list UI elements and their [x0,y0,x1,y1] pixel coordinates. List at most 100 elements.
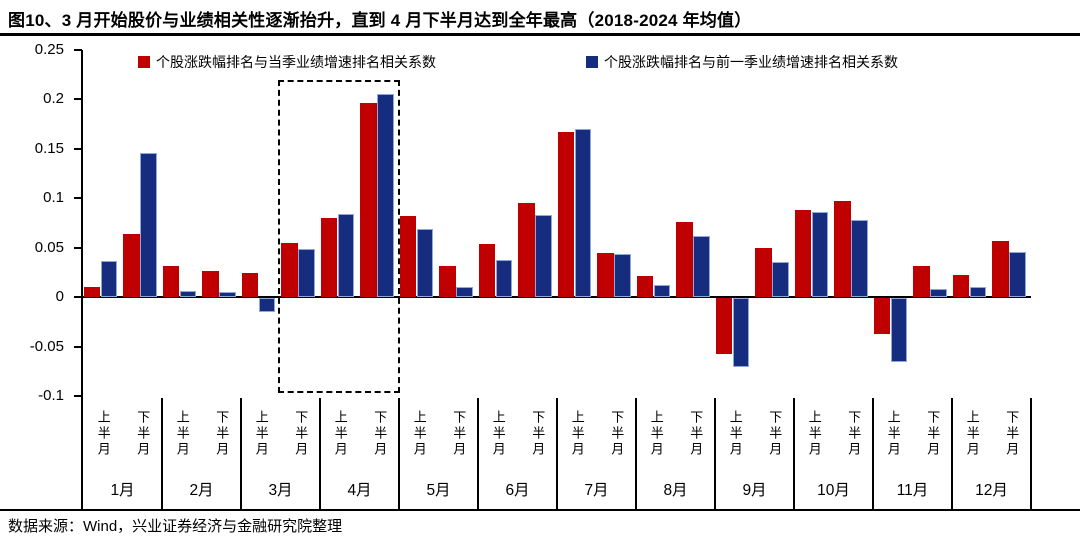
bar [597,252,614,298]
legend-label-prev-quarter: 个股涨跌幅排名与前一季业绩增速排名相关系数 [604,54,898,70]
y-axis-tick [74,197,82,200]
month-separator [240,398,242,510]
y-axis-tick-label: 0.2 [43,90,64,108]
bar [518,203,535,298]
bar [495,259,512,298]
bar [320,218,337,298]
bar [281,242,298,298]
month-separator [793,398,795,510]
bar [574,129,591,298]
legend-label-current-quarter: 个股涨跌幅排名与当季业绩增速排名相关系数 [156,54,436,70]
x-axis-month-label: 7月 [584,482,609,499]
bar [360,103,377,298]
x-axis-month-label: 11月 [896,482,929,499]
month-separator [398,398,400,510]
x-axis-month-label: 10月 [817,482,850,499]
x-axis-halfmonth-label: 下半月 [530,410,546,458]
bar [653,285,670,298]
x-axis-halfmonth-label: 上半月 [332,410,348,458]
bar [992,240,1009,298]
bar [834,201,851,298]
month-separator [1030,398,1032,510]
title-divider [0,33,1080,36]
y-axis-tick-label: 0.1 [43,189,64,207]
bar [715,298,732,354]
bar [83,287,100,298]
month-separator [556,398,558,510]
y-axis-tick [74,296,82,299]
month-separator [635,398,637,510]
y-axis-tick [74,246,82,249]
bar [676,222,693,298]
chart-legend: 个股涨跌幅排名与当季业绩增速排名相关系数 个股涨跌幅排名与前一季业绩增速排名相关… [0,52,1080,70]
x-axis-halfmonth-label: 上半月 [174,410,190,458]
bar [890,298,907,363]
source-note: 数据来源：Wind，兴业证券经济与金融研究院整理 [8,518,343,535]
bar [377,94,394,298]
x-axis-halfmonth-label: 上半月 [727,410,743,458]
bar [439,265,456,298]
x-axis-halfmonth-label: 下半月 [293,410,309,458]
x-axis-month-label: 4月 [347,482,372,499]
bar [241,273,258,298]
x-axis-halfmonth-label: 上半月 [253,410,269,458]
x-axis-halfmonth-label: 下半月 [1004,410,1020,458]
figure-title: 图10、3 月开始股价与业绩相关性逐渐抬升，直到 4 月下半月达到全年最高（20… [8,11,752,30]
footer-divider [0,509,1080,511]
bar [337,214,354,298]
bar [772,261,789,298]
x-axis-month-label: 1月 [110,482,135,499]
bar [456,287,473,298]
x-axis-month-label: 12月 [975,482,1008,499]
bar [1009,251,1026,298]
x-axis-halfmonth-label: 上半月 [885,410,901,458]
legend-swatch-blue [586,56,598,68]
bar [851,220,868,298]
y-axis-tick-label: 0.15 [34,139,64,157]
bar [930,289,947,298]
y-axis-tick [74,98,82,101]
x-axis-halfmonth-label: 下半月 [135,410,151,458]
y-axis-line [81,50,83,510]
y-axis-tick-label: 0.05 [34,238,64,256]
x-axis-month-label: 5月 [426,482,451,499]
x-axis-halfmonth-label: 下半月 [451,410,467,458]
bar [535,215,552,298]
x-axis-month-label: 9月 [742,482,767,499]
legend-item-current-quarter: 个股涨跌幅排名与当季业绩增速排名相关系数 [138,52,436,72]
bar [298,248,315,298]
bar [636,276,653,298]
x-axis-halfmonth-label: 上半月 [411,410,427,458]
bar [162,265,179,298]
x-axis-halfmonth-label: 下半月 [846,410,862,458]
bar [969,287,986,298]
x-axis-halfmonth-label: 下半月 [214,410,230,458]
x-axis-halfmonth-label: 下半月 [688,410,704,458]
y-axis-tick-label: -0.05 [29,337,64,355]
legend-swatch-red [138,56,150,68]
bar [557,132,574,298]
x-axis-halfmonth-label: 下半月 [767,410,783,458]
bar [755,247,772,298]
x-axis-month-label: 3月 [268,482,293,499]
bar [123,233,140,298]
bar [258,298,275,312]
bar [202,271,219,298]
bar [179,291,196,298]
x-axis-halfmonth-label: 上半月 [569,410,585,458]
y-axis-tick-label: -0.1 [38,387,64,404]
bar [794,210,811,298]
bar [873,298,890,334]
y-axis-tick [74,49,82,51]
bar [732,298,749,368]
bar [416,228,433,298]
x-axis-halfmonth-label: 下半月 [609,410,625,458]
bar [913,266,930,298]
bar [478,243,495,298]
y-axis-tick [74,395,82,397]
y-axis-tick-label: 0 [55,288,64,306]
bar [219,292,236,298]
x-axis-halfmonth-label: 上半月 [490,410,506,458]
bar [399,216,416,298]
